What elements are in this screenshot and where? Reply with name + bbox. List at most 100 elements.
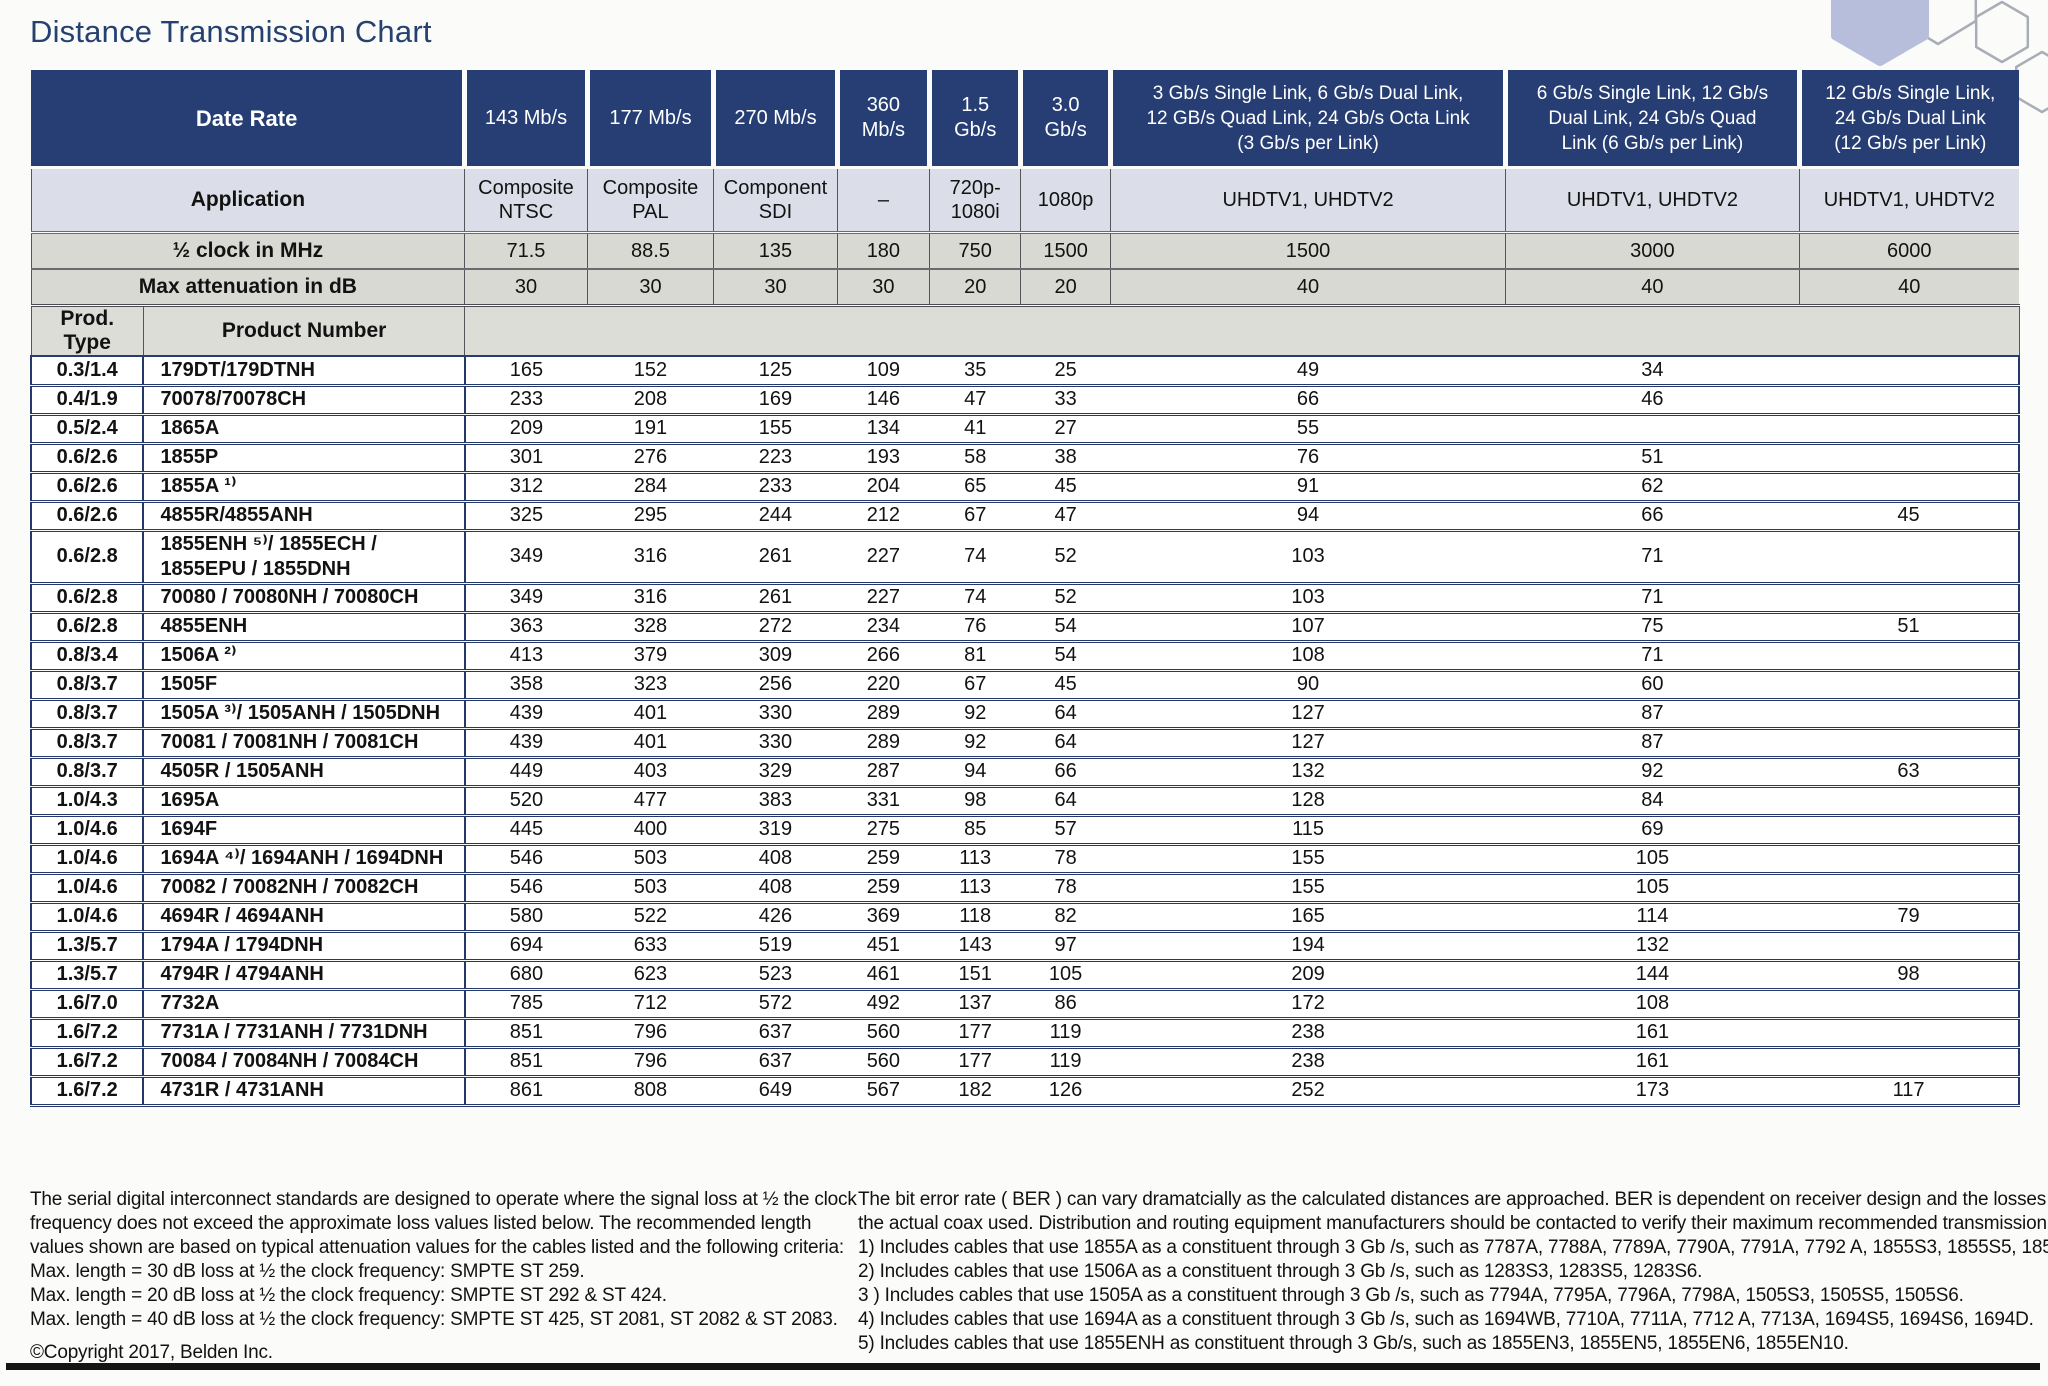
product-number-cell: 4794R / 4794ANH (143, 960, 466, 991)
prod-type-cell: 1.0/4.6 (29, 844, 145, 875)
distance-cell: 114 (1505, 902, 1800, 933)
distance-cell: 143 (929, 931, 1021, 962)
distance-cell: 309 (713, 641, 838, 672)
distance-cell: 81 (929, 641, 1021, 672)
application-row: Application Composite NTSC Composite PAL… (30, 167, 2019, 234)
distance-cell: 580 (464, 902, 588, 933)
distance-cell: 330 (713, 699, 838, 730)
distance-cell: 560 (837, 1047, 930, 1078)
table-row: 0.6/2.8 70080 / 70080NH / 70080CH 349 316 26… (29, 583, 2020, 614)
distance-cell: 71 (1505, 583, 1800, 614)
distance-cell: 208 (587, 385, 714, 416)
distance-cell: 623 (587, 960, 714, 991)
distance-cell: 173 (1505, 1076, 1800, 1107)
prod-type-cell: 0.6/2.6 (29, 501, 145, 532)
distance-cell: 331 (837, 786, 930, 817)
distance-cell: 137 (929, 989, 1021, 1020)
distance-cell: 47 (1020, 501, 1111, 532)
product-number-cell: 1505F (143, 670, 466, 701)
distance-cell: 155 (1110, 873, 1506, 904)
distance-cell: 227 (837, 530, 930, 585)
distance-cell: 477 (587, 786, 714, 817)
product-number-cell: 1794A / 1794DNH (143, 931, 466, 962)
table-row: 0.8/3.7 4505R / 1505ANH 449 403 329 287 94 66 13… (29, 757, 2020, 788)
distance-cell: 152 (587, 356, 714, 387)
prod-type-cell: 0.6/2.8 (29, 530, 145, 585)
distance-cell: 449 (464, 757, 588, 788)
distance-cell: 92 (929, 728, 1021, 759)
distance-cell: 33 (1020, 385, 1111, 416)
product-number-cell: 4731R / 4731ANH (143, 1076, 466, 1107)
table-row: 0.8/3.7 1505F 358 323 256 220 67 45 90 60 (29, 670, 2020, 701)
prod-type-cell: 1.0/4.6 (29, 902, 145, 933)
table-row: 0.4/1.9 70078/70078CH 233 208 169 146 47 33 66 46 (29, 385, 2020, 416)
distance-cell: 87 (1505, 699, 1800, 730)
table-row: 0.3/1.4 179DT/179DTNH 165 152 125 109 35 25 49 34 (29, 356, 2020, 387)
distance-cell: 523 (713, 960, 838, 991)
distance-cell: 461 (837, 960, 930, 991)
distance-cell: 861 (464, 1076, 588, 1107)
table-row: 0.6/2.6 1855P 301 276 223 193 58 38 76 51 (29, 443, 2020, 474)
prod-type-cell: 0.4/1.9 (29, 385, 145, 416)
col-header-177: 177 Mb/s (584, 70, 714, 169)
distance-cell: 261 (713, 583, 838, 614)
table-row: 0.8/3.4 1506A ²⁾ 413 379 309 266 81 54 108 71 (29, 641, 2020, 672)
distance-cell: 108 (1505, 989, 1800, 1020)
hexagon-pattern-icon (1831, 0, 2048, 114)
prod-type-cell: 0.6/2.8 (29, 583, 145, 614)
distance-cell: 165 (1110, 902, 1506, 933)
distance-cell: 25 (1020, 356, 1111, 387)
distance-cell: 128 (1110, 786, 1506, 817)
table-row: 0.6/2.6 4855R/4855ANH 325 295 244 212 67 47 94 66… (29, 501, 2020, 532)
distance-cell: 103 (1110, 530, 1506, 585)
distance-cell: 161 (1505, 1047, 1800, 1078)
distance-cell: 194 (1110, 931, 1506, 962)
product-number-cell: 4505R / 1505ANH (143, 757, 466, 788)
product-number-cell: 1855P (143, 443, 466, 474)
distance-cell: 503 (587, 844, 714, 875)
distance-cell: 94 (1110, 501, 1506, 532)
distance-cell: 520 (464, 786, 588, 817)
half-clock-cell: 1500 (1109, 232, 1506, 270)
distance-cell: 312 (464, 472, 588, 503)
distance-cell: 126 (1020, 1076, 1111, 1107)
distance-cell: 63 (1799, 757, 2020, 788)
footer-line: 4) Includes cables that use 1694A as a c… (858, 1309, 2034, 1330)
product-number-cell: 1855A ¹⁾ (143, 472, 466, 503)
distance-cell (1505, 414, 1800, 445)
product-header-row: Prod. Type Product Number (30, 305, 2020, 357)
product-number-cell: 1506A ²⁾ (143, 641, 466, 672)
col-header-6g-link: 6 Gb/s Single Link, 12 Gb/s Dual Link, 2… (1503, 70, 1800, 169)
distance-cell (1799, 414, 2020, 445)
col-header-270: 270 Mb/s (711, 70, 838, 169)
distance-cell: 276 (587, 443, 714, 474)
distance-cell: 84 (1505, 786, 1800, 817)
table-row: 0.5/2.4 1865A 209 191 155 134 41 27 55 (29, 414, 2020, 445)
distance-cell: 105 (1505, 844, 1800, 875)
distance-cell: 57 (1020, 815, 1111, 846)
distance-cell: 144 (1505, 960, 1800, 991)
distance-cell: 209 (1110, 960, 1506, 991)
footer-line: 2) Includes cables that use 1506A as a c… (858, 1261, 1703, 1282)
distance-cell (1799, 815, 2020, 846)
distance-cell: 117 (1799, 1076, 2020, 1107)
table-row: 1.6/7.2 4731R / 4731ANH 861 808 649 567 182 126… (29, 1076, 2020, 1107)
distance-cell: 27 (1020, 414, 1111, 445)
footer-criteria-text: The serial digital interconnect standard… (30, 1188, 857, 1365)
distance-cell (1799, 472, 2020, 503)
distance-cell: 383 (713, 786, 838, 817)
distance-cell: 55 (1110, 414, 1506, 445)
distance-cell: 328 (587, 612, 714, 643)
table-row: 1.6/7.2 7731A / 7731ANH / 7731DNH 851 796 63… (29, 1018, 2020, 1049)
distance-cell: 54 (1020, 641, 1111, 672)
distance-cell: 71 (1505, 641, 1800, 672)
bottom-divider (6, 1363, 2040, 1370)
product-number-cell: 4855R/4855ANH (143, 501, 466, 532)
distance-cell: 60 (1505, 670, 1800, 701)
distance-cell: 74 (929, 530, 1021, 585)
distance-cell: 275 (837, 815, 930, 846)
footer-line: values shown are based on typical attenu… (30, 1237, 844, 1258)
product-number-cell: 4855ENH (143, 612, 466, 643)
distance-cell: 445 (464, 815, 588, 846)
attenuation-cell: 30 (464, 269, 588, 307)
